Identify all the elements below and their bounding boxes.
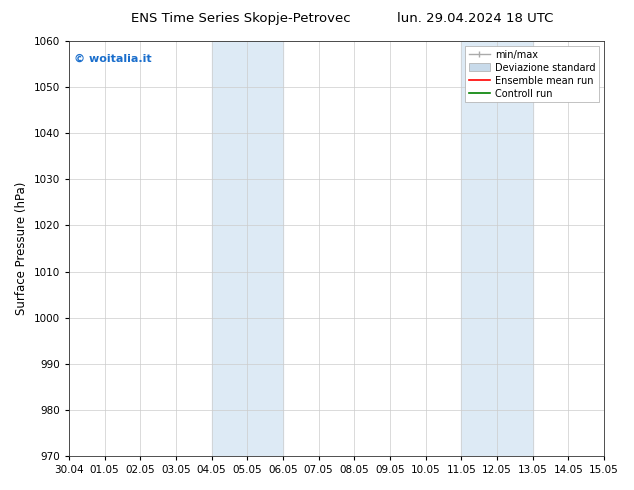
Text: © woitalia.it: © woitalia.it	[74, 53, 152, 64]
Text: ENS Time Series Skopje-Petrovec: ENS Time Series Skopje-Petrovec	[131, 12, 351, 25]
Y-axis label: Surface Pressure (hPa): Surface Pressure (hPa)	[15, 182, 28, 315]
Bar	[212, 41, 283, 456]
Text: lun. 29.04.2024 18 UTC: lun. 29.04.2024 18 UTC	[398, 12, 553, 25]
Legend: min/max, Deviazione standard, Ensemble mean run, Controll run: min/max, Deviazione standard, Ensemble m…	[465, 46, 599, 102]
Bar	[462, 41, 533, 456]
